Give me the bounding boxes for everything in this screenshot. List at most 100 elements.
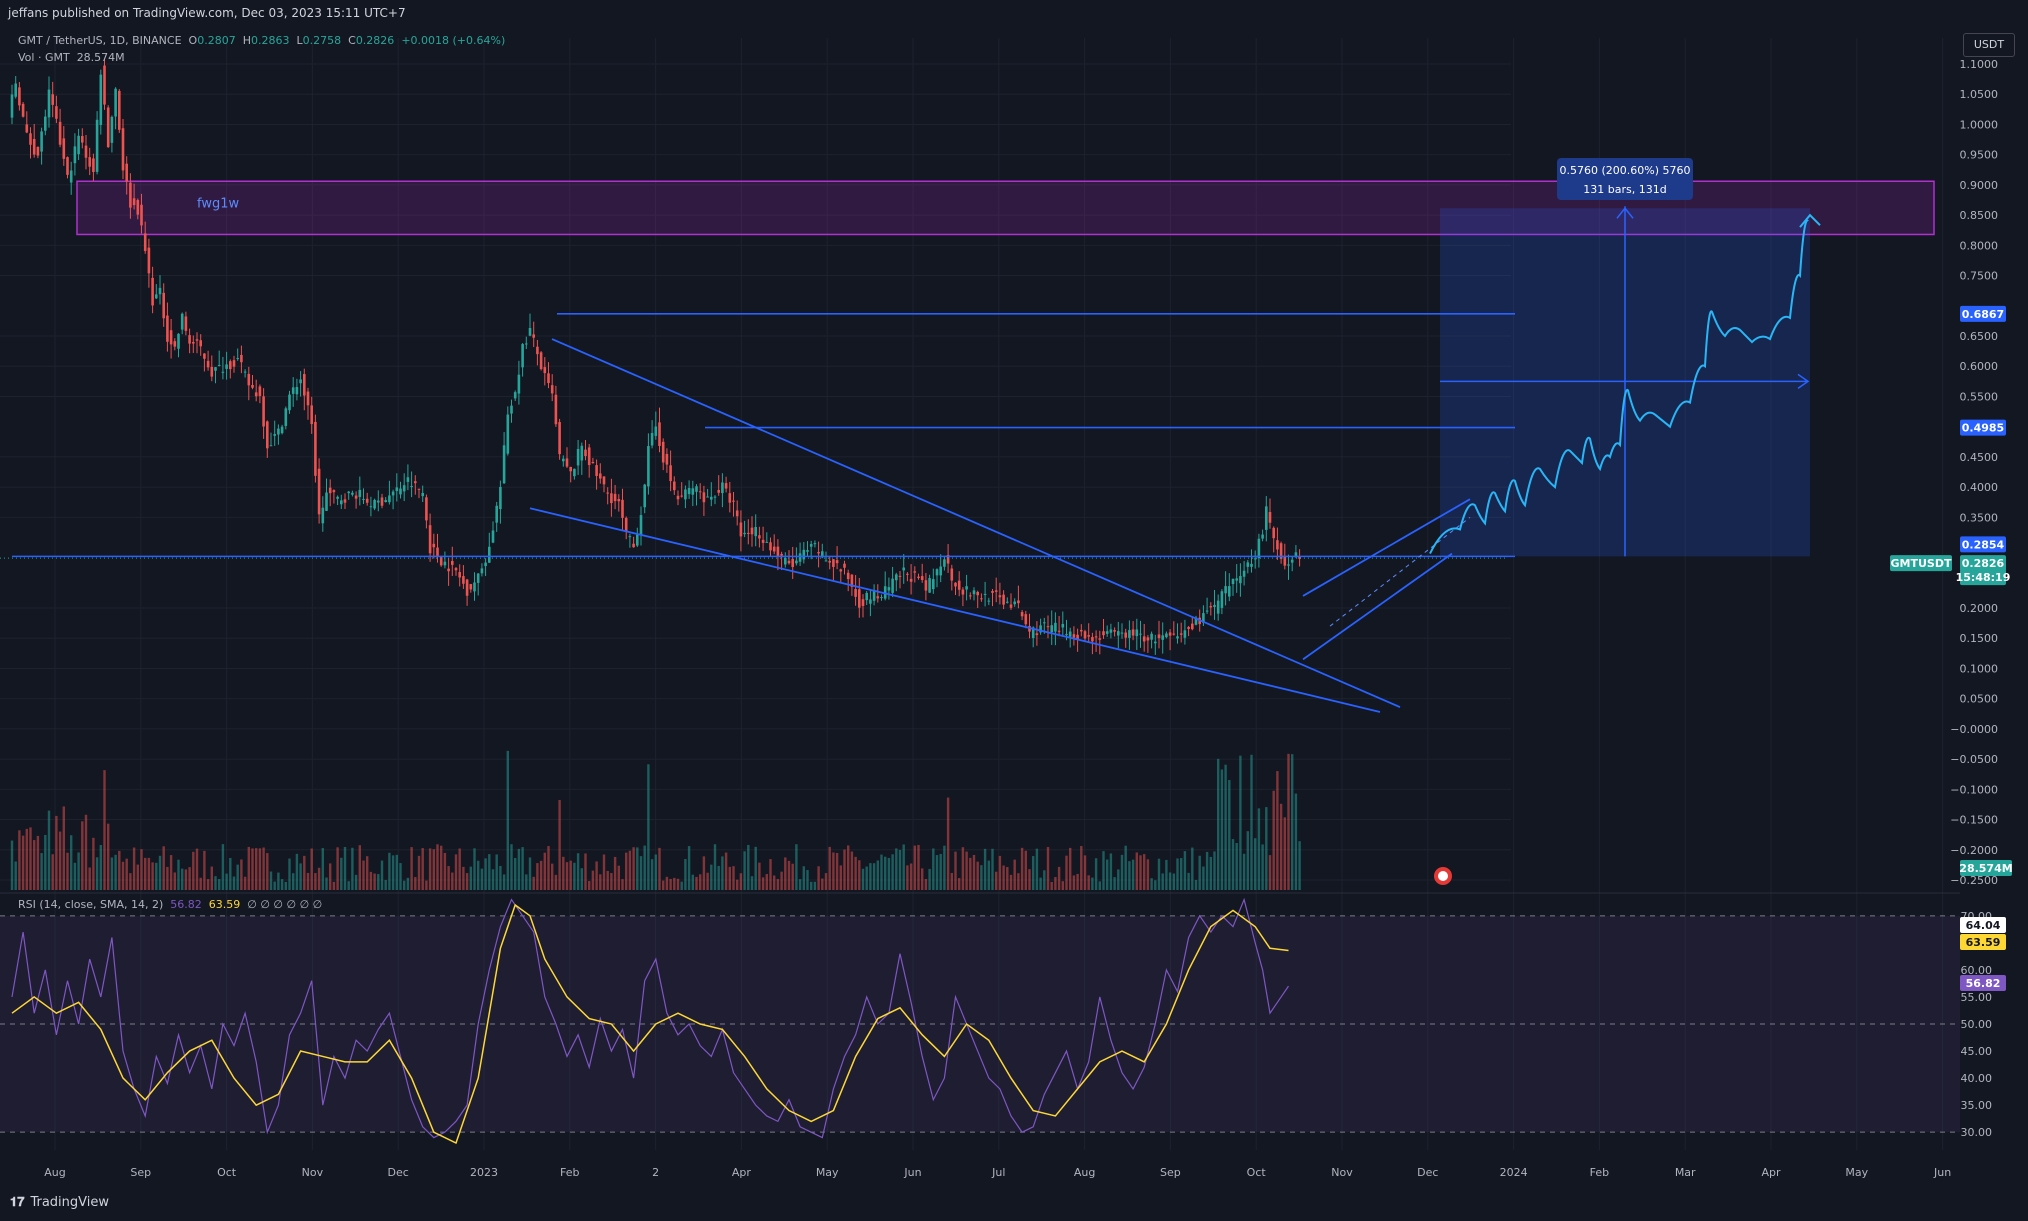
close-value: 0.2826	[355, 34, 395, 47]
symbol-name[interactable]: GMT / TetherUS, 1D, BINANCE	[18, 34, 182, 47]
volume-bar	[632, 847, 635, 890]
time-tick: Apr	[1761, 1166, 1781, 1179]
price-tick: 0.9500	[1960, 149, 1999, 162]
volume-bar	[736, 879, 739, 890]
volume-bar	[543, 852, 546, 890]
volume-label[interactable]: Vol · GMT	[18, 51, 70, 64]
candle-body	[343, 499, 347, 503]
candle-body	[428, 525, 432, 554]
candle-body	[869, 599, 872, 604]
candle-body	[554, 394, 558, 425]
candle-body	[166, 315, 169, 342]
rsi-label[interactable]: RSI (14, close, SMA, 14, 2)	[18, 898, 164, 911]
volume-bar	[1124, 845, 1127, 890]
candle-body	[639, 515, 643, 535]
volume-bar	[1113, 877, 1116, 890]
volume-bar	[1161, 873, 1164, 890]
candle-body	[1128, 630, 1131, 638]
volume-bar	[247, 846, 250, 890]
candle-body	[451, 561, 454, 565]
volume-bar	[84, 814, 88, 890]
volume-bar	[584, 853, 587, 890]
volume-bar	[1106, 859, 1109, 890]
candle-body	[240, 354, 243, 363]
volume-bar	[599, 874, 602, 890]
candle-body	[214, 367, 217, 371]
tag-rsi-1: 64.04	[1966, 919, 2001, 932]
volume-bar	[310, 848, 313, 890]
price-tick: 0.2000	[1960, 602, 1999, 615]
trend-drawings[interactable]	[12, 313, 1515, 713]
candle-body	[1209, 606, 1213, 608]
candle-body	[946, 554, 950, 564]
rsi-legend: RSI (14, close, SMA, 14, 2) 56.82 63.59 …	[18, 898, 322, 911]
time-tick: Apr	[732, 1166, 752, 1179]
candle-body	[336, 496, 339, 499]
rsi-pane	[0, 897, 1960, 1145]
volume-bar	[488, 854, 491, 890]
time-tick: Aug	[1074, 1166, 1095, 1179]
candle-body	[266, 421, 269, 449]
measure-box[interactable]: 0.5760 (200.60%) 5760 131 bars, 131d	[1440, 158, 1810, 557]
tradingview-logo-icon: 𝟏𝟕	[10, 1195, 25, 1210]
candle-body	[199, 340, 202, 347]
volume-bar	[262, 847, 265, 890]
candle-body	[565, 458, 569, 467]
rsi-tick: 40.00	[1961, 1072, 1993, 1085]
volume-bar	[443, 852, 447, 890]
candle-body	[1290, 559, 1294, 563]
candle-body	[129, 182, 132, 208]
candle-body	[192, 341, 195, 344]
volume-bars	[10, 750, 1301, 890]
low-value: 0.2758	[302, 34, 342, 47]
candle-body	[10, 94, 14, 118]
volume-bar	[125, 858, 128, 890]
volume-bar	[255, 848, 258, 890]
volume-bar	[569, 860, 572, 890]
currency-unit-button[interactable]: USDT	[1963, 33, 2015, 57]
volume-bar	[562, 856, 565, 890]
low-label: L	[296, 34, 303, 47]
volume-bar	[658, 847, 661, 890]
volume-bar	[621, 879, 624, 890]
volume-bar	[854, 856, 857, 890]
candle-body	[132, 198, 136, 206]
projection-path[interactable]	[1429, 213, 1821, 555]
volume-bar	[884, 856, 887, 890]
candle-body	[835, 560, 839, 564]
volume-bar	[691, 874, 694, 890]
volume-bar	[732, 866, 735, 890]
volume-bar	[384, 880, 387, 890]
volume-bar	[1117, 869, 1120, 890]
volume-bar	[1168, 872, 1172, 890]
candle-body	[758, 535, 761, 539]
candle-body	[410, 485, 413, 488]
volume-bar	[447, 866, 450, 890]
volume-bar	[92, 837, 95, 890]
volume-bar	[332, 881, 336, 890]
volume-bar	[469, 866, 472, 890]
price-axis-bg	[1960, 0, 2028, 1221]
price-tick: 0.5500	[1960, 390, 1999, 403]
rsi-empty-values: ∅ ∅ ∅ ∅ ∅ ∅	[247, 898, 323, 911]
candle-body	[295, 387, 299, 395]
tag-rsi-2: 63.59	[1966, 936, 2001, 949]
volume-bar	[539, 860, 543, 890]
candle-body	[391, 491, 395, 496]
volume-bar	[1272, 790, 1275, 890]
volume-bar	[1217, 758, 1220, 890]
volume-bar	[724, 852, 728, 890]
candle-body	[1272, 527, 1275, 539]
candle-body	[787, 560, 791, 564]
candle-body	[432, 543, 436, 548]
candle-body	[1205, 610, 1209, 612]
volume-bar	[1294, 793, 1298, 890]
volume-bar	[517, 848, 521, 890]
volume-legend: Vol · GMT 28.574M	[18, 51, 125, 64]
volume-bar	[195, 848, 199, 890]
volume-bar	[1176, 858, 1179, 890]
candle-body	[121, 128, 125, 171]
volume-bar	[1224, 764, 1227, 890]
candle-body	[558, 422, 561, 455]
